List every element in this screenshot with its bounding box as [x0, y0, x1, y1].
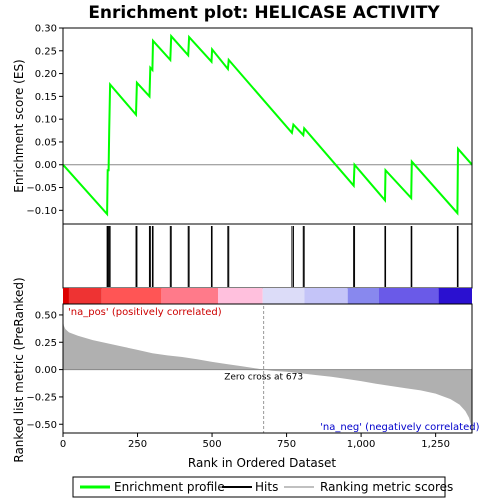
- legend: Enrichment profile Hits Ranking metric s…: [72, 476, 453, 498]
- x-axis-title: Rank in Ordered Dataset: [188, 456, 336, 470]
- legend-hits-label: Hits: [255, 480, 278, 494]
- neg-correlated-label: 'na_neg' (negatively correlated): [320, 422, 479, 433]
- color-bar-segment: [378, 288, 439, 304]
- metric-panel-frame: [62, 303, 473, 434]
- metric-ytick-label: 0.50: [35, 310, 57, 321]
- legend-box: [72, 476, 446, 498]
- x-tick-label: 1,000: [347, 439, 376, 450]
- metric-ytick-label: −0.50: [26, 420, 57, 431]
- x-tick-label: 0: [60, 439, 66, 450]
- ranking-metric-area: [63, 320, 472, 430]
- legend-enrichment-label: Enrichment profile: [114, 480, 225, 494]
- color-bar-segment: [304, 288, 348, 304]
- es-ytick-label: 0.15: [35, 92, 57, 103]
- color-bar-segment: [63, 288, 69, 304]
- color-bar-segment: [68, 288, 102, 304]
- hits-panel: [62, 223, 473, 289]
- color-bar-segment: [347, 288, 379, 304]
- color-bar-segment: [218, 288, 263, 304]
- enrichment-profile-line: [62, 33, 473, 217]
- es-ylabel: Enrichment score (ES): [12, 59, 26, 192]
- legend-metric-label: Ranking metric scores: [320, 480, 453, 494]
- es-ytick-label: 0.20: [35, 69, 57, 80]
- color-bar: [63, 288, 472, 304]
- x-tick-label: 250: [128, 439, 147, 450]
- x-tick-label: 750: [277, 439, 296, 450]
- color-bar-segment: [262, 288, 305, 304]
- metric-panel: −0.50 −0.25 0.00 0.25 0.50 'na_pos' (positive…: [26, 303, 480, 450]
- es-ytick-label: 0.00: [35, 160, 57, 171]
- es-ytick-label: 0.25: [35, 46, 57, 57]
- hits-panel-frame: [62, 223, 473, 289]
- color-bar-segment: [438, 288, 472, 304]
- metric-ylabel: Ranked list metric (PreRanked): [12, 277, 26, 462]
- es-panel: −0.10 −0.05 0.00 0.05 0.10 0.15 0.20 0.25 0.30: [26, 24, 473, 225]
- x-tick-label: 500: [203, 439, 222, 450]
- es-ytick-label: 0.10: [35, 115, 57, 126]
- zero-cross-label: Zero cross at 673: [224, 373, 303, 383]
- pos-correlated-label: 'na_pos' (positively correlated): [68, 307, 222, 318]
- metric-ytick-label: 0.00: [35, 365, 57, 376]
- es-ytick-label: 0.30: [35, 24, 57, 35]
- metric-ytick-label: 0.25: [35, 338, 57, 349]
- es-ytick-label: 0.05: [35, 137, 57, 148]
- color-bar-segment: [101, 288, 162, 304]
- x-tick-label: 1,250: [421, 439, 450, 450]
- chart-title: Enrichment plot: HELICASE ACTIVITY: [88, 3, 440, 23]
- es-ytick-label: −0.10: [26, 206, 57, 217]
- metric-ytick-label: −0.25: [26, 392, 57, 403]
- es-ytick-label: −0.05: [26, 183, 57, 194]
- color-bar-segment: [161, 288, 219, 304]
